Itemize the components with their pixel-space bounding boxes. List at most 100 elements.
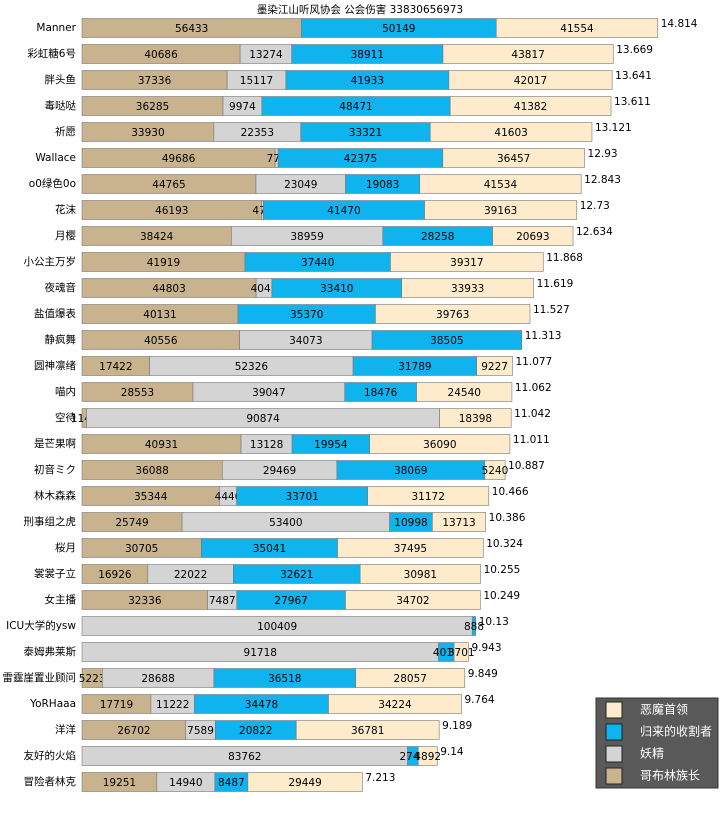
value-label: 90874	[246, 413, 280, 425]
value-label: 14940	[169, 777, 202, 789]
value-label: 23049	[284, 179, 317, 191]
total-label: 10.386	[489, 512, 526, 524]
value-label: 17422	[99, 361, 132, 373]
category-label: 月樱	[55, 230, 76, 242]
category-label: 女主播	[45, 593, 77, 606]
value-label: 19083	[366, 179, 399, 191]
total-label: 11.042	[514, 408, 551, 420]
value-label: 33933	[451, 283, 484, 295]
total-label: 11.062	[515, 382, 552, 394]
value-label: 28057	[394, 673, 427, 685]
total-label: 10.13	[479, 616, 509, 628]
value-label: 888	[464, 621, 484, 633]
value-label: 36457	[497, 153, 530, 165]
value-label: 37336	[138, 75, 172, 87]
bar-segment	[432, 512, 486, 532]
total-label: 12.634	[576, 226, 613, 238]
category-label: 胖头鱼	[45, 73, 77, 86]
bar-segment	[439, 408, 512, 428]
value-label: 28553	[121, 387, 154, 399]
category-label: 裳裳子立	[34, 567, 76, 580]
value-label: 28258	[421, 231, 454, 243]
legend-swatch	[605, 767, 623, 785]
category-label: 桜月	[55, 541, 76, 554]
value-label: 41382	[514, 101, 547, 113]
value-label: 4892	[414, 751, 441, 763]
value-label: 41603	[494, 127, 527, 139]
bar-segment	[367, 486, 490, 506]
value-label: 28688	[141, 673, 174, 685]
value-label: 33321	[349, 127, 382, 139]
category-label: YoRHaaa	[29, 698, 76, 710]
bar-segment	[359, 564, 481, 584]
total-label: 11.619	[537, 278, 574, 290]
value-label: 32336	[128, 595, 162, 607]
bar-segment	[476, 356, 513, 376]
value-label: 24540	[448, 387, 481, 399]
value-label: 41470	[327, 205, 360, 217]
value-label: 15117	[240, 75, 273, 87]
value-label: 36518	[268, 673, 301, 685]
bar-segment	[448, 70, 613, 90]
category-label: 圆神凛绪	[34, 359, 76, 372]
value-label: 36088	[135, 465, 168, 477]
value-label: 31172	[412, 491, 445, 503]
value-label: 4010	[433, 647, 460, 659]
value-label: 50149	[382, 23, 415, 35]
bar-segment	[295, 720, 440, 740]
total-label: 9.189	[442, 720, 472, 732]
bar-segment	[390, 252, 544, 272]
value-label: 41933	[351, 75, 384, 87]
category-label: 洋洋	[55, 723, 76, 736]
total-label: 11.077	[516, 356, 553, 368]
value-label: 38911	[351, 49, 384, 61]
value-label: 42017	[514, 75, 547, 87]
value-label: 41919	[147, 257, 180, 269]
value-label: 37495	[394, 543, 427, 555]
bar-segment	[442, 148, 585, 168]
bar-segment	[442, 44, 614, 64]
total-label: 7.213	[365, 772, 395, 784]
value-label: 19954	[314, 439, 348, 451]
value-label: 38505	[430, 335, 463, 347]
total-label: 10.887	[508, 460, 545, 472]
category-label: o0绿色0o	[29, 177, 76, 190]
total-label: 11.313	[525, 330, 562, 342]
total-label: 13.669	[616, 44, 653, 56]
value-label: 83762	[228, 751, 261, 763]
total-label: 13.611	[614, 96, 651, 108]
value-label: 39163	[484, 205, 517, 217]
total-label: 9.943	[471, 642, 501, 654]
value-label: 34478	[245, 699, 278, 711]
value-label: 17719	[100, 699, 133, 711]
legend-label: 恶魔首领	[640, 702, 688, 717]
value-label: 10998	[394, 517, 427, 529]
value-label: 18398	[459, 413, 492, 425]
category-label: 空待	[55, 411, 76, 424]
value-label: 37440	[301, 257, 334, 269]
value-label: 38424	[140, 231, 174, 243]
total-label: 11.011	[513, 434, 550, 446]
value-label: 5240	[482, 465, 509, 477]
category-label: 泰姆弗莱斯	[24, 645, 77, 658]
value-label: 42375	[344, 153, 377, 165]
chart-title: 墨染江山听风协会 公会伤害 33830656973	[257, 3, 463, 16]
category-label: Manner	[36, 22, 76, 34]
value-label: 27967	[274, 595, 307, 607]
total-label: 11.527	[533, 304, 570, 316]
category-label: 初音ミク	[34, 463, 76, 476]
bar-segment	[453, 642, 469, 662]
value-label: 40131	[143, 309, 176, 321]
total-label: 9.14	[440, 746, 464, 758]
total-label: 10.466	[492, 486, 529, 498]
bar-segment	[337, 538, 484, 558]
value-label: 30981	[404, 569, 437, 581]
category-label: 盐值爆表	[34, 307, 76, 320]
value-label: 32621	[280, 569, 313, 581]
bar-segment	[417, 746, 438, 766]
value-label: 35344	[134, 491, 168, 503]
bar-segment	[401, 278, 534, 298]
legend-label: 哥布林族长	[640, 769, 700, 783]
total-label: 11.868	[546, 252, 583, 264]
